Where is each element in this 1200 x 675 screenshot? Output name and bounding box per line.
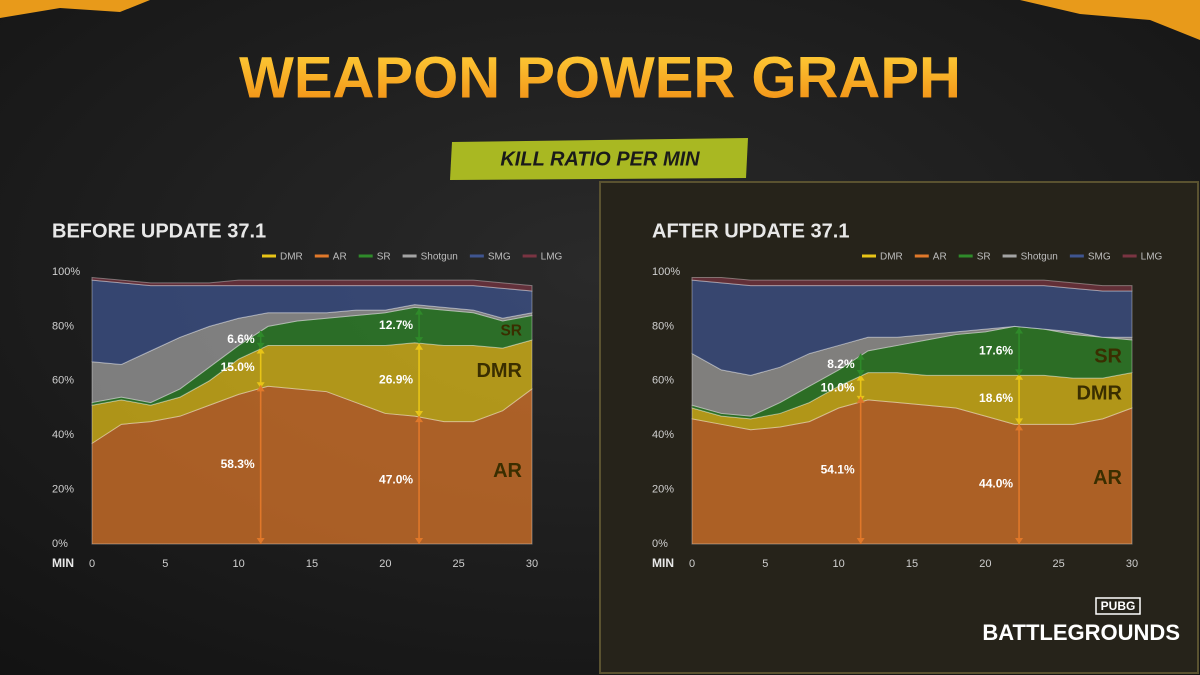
annotation-label: 17.6% <box>979 344 1013 358</box>
area <box>91 339 533 445</box>
x-tick-label: 10 <box>833 558 845 570</box>
annotation-label: 44.0% <box>979 476 1013 490</box>
y-tick-label: 60% <box>652 375 674 387</box>
logo-badge-text: PUBG <box>1101 599 1136 613</box>
annotation-label: 8.2% <box>827 357 855 371</box>
x-tick-label: 20 <box>979 558 991 570</box>
annotation-label: 54.1% <box>821 463 855 477</box>
y-tick-label: 20% <box>652 484 674 496</box>
area <box>691 276 1133 292</box>
legend-label: DMR <box>880 252 903 263</box>
y-tick-label: 80% <box>52 320 74 332</box>
logo-badge <box>1095 597 1141 615</box>
area <box>91 385 533 545</box>
x-tick-label: 15 <box>306 558 318 570</box>
y-tick-label: 80% <box>652 320 674 332</box>
corner-tape <box>0 0 1200 40</box>
area <box>91 276 533 292</box>
x-tick-label: 15 <box>906 558 918 570</box>
chart-title: AFTER UPDATE 37.1 <box>652 220 849 242</box>
annotation-label: 10.0% <box>821 380 855 394</box>
y-tick-label: 40% <box>652 429 674 441</box>
area <box>691 372 1133 431</box>
subtitle-banner <box>450 138 748 180</box>
area <box>91 304 533 404</box>
x-tick-label: 0 <box>689 558 695 570</box>
page-title: WEAPON POWER GRAPH <box>239 45 961 110</box>
legend-label: Shotgun <box>421 252 458 263</box>
y-tick-label: 20% <box>52 484 74 496</box>
subtitle: KILL RATIO PER MIN <box>500 148 700 170</box>
legend-label: SR <box>377 252 391 263</box>
x-tick-label: 0 <box>89 558 95 570</box>
x-tick-label: 10 <box>233 558 245 570</box>
x-tick-label: 25 <box>1053 558 1065 570</box>
x-tick-label: 30 <box>526 558 538 570</box>
legend-label: AR <box>933 252 947 263</box>
legend-label: LMG <box>1141 252 1163 263</box>
annotation-label: 47.0% <box>379 472 413 486</box>
series-inline-label: DMR <box>476 360 522 382</box>
y-tick-label: 100% <box>652 266 680 278</box>
annotation-label: 58.3% <box>221 457 255 471</box>
x-tick-label: 20 <box>379 558 391 570</box>
y-tick-label: 60% <box>52 375 74 387</box>
arrowhead <box>856 374 865 402</box>
x-tick-label: 30 <box>1126 558 1138 570</box>
series-inline-label: AR <box>1093 467 1122 489</box>
x-tick-label: 5 <box>162 558 168 570</box>
annotation-label: 26.9% <box>379 373 413 387</box>
legend-label: AR <box>333 252 347 263</box>
arrowhead <box>856 353 865 377</box>
area <box>91 306 533 406</box>
chart-title: BEFORE UPDATE 37.1 <box>52 220 266 242</box>
legend-label: SMG <box>488 252 511 263</box>
series-inline-label: DMR <box>1076 383 1122 405</box>
x-axis-label: MIN <box>652 556 674 570</box>
legend-label: LMG <box>541 252 563 263</box>
arrowhead <box>256 330 265 349</box>
legend-label: Shotgun <box>1021 252 1058 263</box>
legend-label: DMR <box>280 252 303 263</box>
annotation-label: 12.7% <box>379 318 413 332</box>
series-inline-label: SR <box>1094 345 1122 367</box>
annotation-label: 15.0% <box>221 360 255 374</box>
y-tick-label: 40% <box>52 429 74 441</box>
series-inline-label: AR <box>493 460 522 482</box>
area <box>691 325 1133 420</box>
annotation-label: 6.6% <box>227 332 255 346</box>
x-tick-label: 25 <box>453 558 465 570</box>
y-tick-label: 0% <box>52 538 68 550</box>
legend-label: SMG <box>1088 252 1111 263</box>
y-tick-label: 0% <box>652 538 668 550</box>
area <box>691 399 1133 545</box>
arrowhead <box>1015 373 1024 425</box>
series-inline-label: SR <box>500 322 522 339</box>
x-axis-label: MIN <box>52 556 74 570</box>
y-tick-label: 100% <box>52 266 80 278</box>
area <box>691 325 1133 417</box>
legend-label: SR <box>977 252 991 263</box>
logo-name: BATTLEGROUNDS <box>982 620 1180 645</box>
annotation-label: 18.6% <box>979 391 1013 405</box>
x-tick-label: 5 <box>762 558 768 570</box>
